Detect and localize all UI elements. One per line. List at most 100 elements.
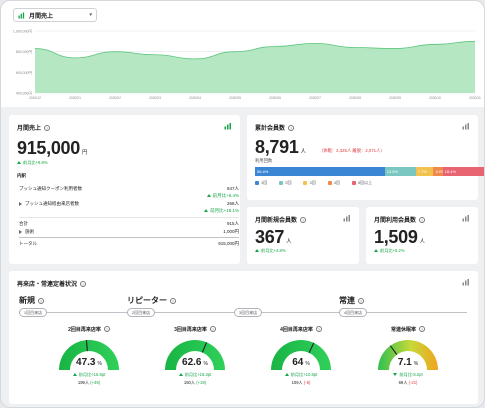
help-icon[interactable]: ? <box>170 298 176 304</box>
help-icon[interactable]: ? <box>44 124 51 131</box>
card-title: 月間利用会員数? <box>374 216 426 224</box>
help-icon[interactable]: ? <box>103 326 110 332</box>
usage-segment[interactable]: 56.4% <box>255 167 385 176</box>
bar-chart-icon[interactable] <box>462 279 470 286</box>
chevron-down-icon: ▾ <box>89 12 92 18</box>
legend-swatch <box>327 181 332 185</box>
help-icon[interactable]: ? <box>209 326 216 332</box>
help-icon[interactable]: ? <box>419 326 425 332</box>
gauge-arc <box>378 340 438 370</box>
usage-segment[interactable]: 4.0% <box>433 167 445 176</box>
x-tick-label: 2020/08 <box>349 96 361 100</box>
active-members-change: 前月比+5.2% <box>374 248 405 254</box>
legend-label: 5回以上 <box>357 180 373 185</box>
y-tick-label: 1,000,000円 <box>13 30 33 34</box>
bar-chart-icon[interactable] <box>343 215 351 222</box>
help-icon[interactable]: ? <box>315 326 322 332</box>
divider <box>19 217 239 218</box>
total-members-value: 8,791 人 <box>255 137 306 157</box>
legend-item: 1回 <box>255 180 273 186</box>
x-tick-label: 2020/05 <box>229 96 241 100</box>
gauge-count: 199人 (+49) <box>77 380 101 385</box>
expand-arrow-icon[interactable] <box>19 202 22 206</box>
gauge-title: 4回目再来店率? <box>280 326 322 333</box>
x-tick-label: 2020/10 <box>429 96 441 100</box>
gauge-change: 前月比-5.2pt <box>363 372 453 378</box>
breakdown-row-change: 前月比+18.1% <box>19 208 239 214</box>
help-icon[interactable]: ? <box>288 124 295 131</box>
gauge-title: 3回目再来店率? <box>174 326 216 333</box>
stage-repeater: リピーター? <box>127 296 176 305</box>
usage-segment[interactable]: 13.5% <box>384 167 416 176</box>
top-chart-panel: 月間売上 ▾ 1,000,000円 800,000円 600,000円 400,000… <box>1 1 484 107</box>
help-icon[interactable]: ? <box>358 298 364 304</box>
legend-swatch <box>279 181 284 185</box>
sales-value: 915,000 円 <box>17 138 88 158</box>
x-tick-label: 2019/12 <box>29 96 41 100</box>
gauge <box>378 340 438 370</box>
legend-swatch <box>351 181 356 185</box>
bar-chart-icon[interactable] <box>462 123 470 130</box>
pill-visit-1: 1回目来店 <box>19 308 47 317</box>
card-title: 月間新規会員数? <box>255 216 307 224</box>
legend-item: 3回 <box>303 180 321 186</box>
legend-label: 2回 <box>285 180 292 185</box>
help-icon[interactable]: ? <box>80 280 87 287</box>
y-tick-label: 800,000円 <box>16 50 33 54</box>
legend-item: 2回 <box>279 180 297 186</box>
x-tick-label: 2020/09 <box>389 96 401 100</box>
usage-stacked-bar: 56.4% 13.5% 7.7% 4.0% 18.4% <box>255 167 484 176</box>
gauge-needle <box>389 345 398 355</box>
legend-swatch <box>303 181 308 185</box>
gauge-needle <box>308 342 315 354</box>
other-row[interactable]: 施術 1,000円 <box>19 229 239 235</box>
y-tick-label: 600,000円 <box>16 71 33 75</box>
gauge-needle <box>201 342 208 353</box>
dormant-detail: （休眠：2,325人 離脱：2,071人） <box>319 148 385 153</box>
gauge-title: 2回目再来店率? <box>68 326 110 333</box>
gauge-count: 69人 (-21) <box>398 380 418 385</box>
usage-segment[interactable]: 18.4% <box>442 167 484 176</box>
breakdown-row: プッシュ通知クーポン利用者数 847人 <box>19 186 239 191</box>
divider <box>19 237 239 238</box>
bar-chart-icon[interactable] <box>462 215 470 222</box>
series-area <box>35 41 475 93</box>
x-tick-label: 2020/04 <box>189 96 201 100</box>
gauge <box>59 340 119 370</box>
total-row: トータル 915,000円 <box>19 241 239 246</box>
gauge-value: 62.6% <box>182 357 208 368</box>
breakdown-label: 内訳 <box>17 173 26 178</box>
card-title: 月間売上? <box>17 124 51 132</box>
x-tick-label: 2020/11 <box>469 96 481 100</box>
active-members-card: 月間利用会員数? 1,509 人 前月比+5.2% <box>366 207 478 264</box>
metric-selector[interactable]: 月間売上 ▾ <box>13 8 97 22</box>
active-members-value: 1,509 人 <box>374 227 425 247</box>
x-tick-label: 2020/06 <box>269 96 281 100</box>
help-icon[interactable]: ? <box>300 216 307 223</box>
usage-legend: 1回 2回 3回 4回 5回以上 <box>255 180 384 186</box>
help-icon[interactable]: ? <box>419 216 426 223</box>
total-members-card: 累計会員数? 8,791 人 （休眠：2,325人 離脱：2,071人） 利用回数… <box>247 115 484 200</box>
gauge-arc <box>59 340 119 370</box>
expand-arrow-icon[interactable] <box>19 230 22 234</box>
stage-regular: 常連? <box>339 296 364 305</box>
retention-funnel-card: 再来店・常連定着状況? 新規? リピーター? 常連? 1回目来店 2回目来店 3… <box>9 271 478 404</box>
monthly-sales-card: 月間売上? 915,000 円 前月比+8.8% 内訳 プッシュ通知クーポン利用者… <box>9 115 240 264</box>
legend-item: 4回 <box>327 180 346 186</box>
x-tick-label: 2020/07 <box>309 96 321 100</box>
legend-label: 1回 <box>261 180 268 185</box>
bar-chart-icon[interactable] <box>224 123 232 130</box>
gauge-needle <box>85 340 88 352</box>
usage-segment[interactable]: 7.7% <box>415 167 434 176</box>
new-members-value: 367 人 <box>255 227 292 247</box>
sales-change: 前月比+8.8% <box>17 160 48 166</box>
gauge <box>271 340 331 370</box>
breakdown-row-expandable[interactable]: プッシュ通知経由来店者数 268人 <box>19 201 239 207</box>
legend-label: 4回 <box>333 180 340 185</box>
help-icon[interactable]: ? <box>38 298 44 304</box>
legend-label: 3回 <box>309 180 316 185</box>
legend-swatch <box>255 181 259 185</box>
gauge-change: 前月比+16.3pt <box>150 372 240 378</box>
monthly-sales-area-chart: 1,000,000円 800,000円 600,000円 400,000円2019/1… <box>13 30 481 101</box>
